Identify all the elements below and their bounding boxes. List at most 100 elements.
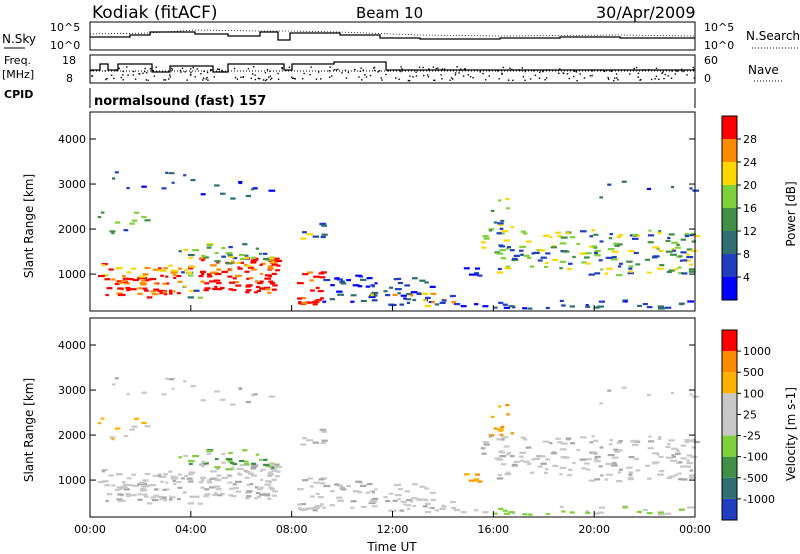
power-cell: [671, 241, 679, 244]
power-cell: [674, 268, 678, 271]
velocity-cell: [169, 495, 173, 498]
power-cell: [125, 286, 131, 290]
velocity-cell: [523, 438, 528, 441]
velocity-cell: [397, 487, 404, 491]
nave-dot: [143, 70, 146, 73]
power-cell: [397, 292, 401, 295]
power-cell: [502, 303, 508, 306]
power-cell: [204, 287, 211, 290]
velocity-cell: [632, 439, 639, 442]
velocity-cell: [161, 393, 167, 396]
power-ytick-label: 4000: [58, 133, 86, 146]
velocity-cell: [170, 477, 178, 480]
velocity-cell: [352, 490, 360, 493]
nave-dot: [655, 67, 658, 70]
power-cell: [193, 289, 200, 292]
velocity-cell: [674, 474, 678, 477]
velocity-cell: [511, 464, 519, 468]
velocity-cell: [137, 493, 142, 496]
velocity-cell: [316, 505, 322, 508]
velocity-cell: [533, 457, 540, 460]
nave-dot: [415, 71, 417, 73]
power-colorbar-label: Power [dB]: [784, 181, 798, 246]
velocity-cell: [111, 438, 115, 441]
power-cell: [632, 233, 639, 236]
velocity-cell: [605, 473, 613, 476]
power-cell: [225, 252, 233, 255]
velocity-cell: [140, 489, 146, 492]
nave-dot: [122, 79, 124, 81]
velocity-cell: [567, 474, 572, 477]
nave-dot: [202, 79, 204, 81]
velocity-cell: [648, 435, 652, 438]
velocity-cell: [425, 502, 431, 505]
power-cell: [599, 240, 604, 243]
nave-dot: [398, 78, 400, 80]
velocity-cell: [594, 478, 601, 481]
nave-dot: [484, 79, 487, 81]
velocity-cell: [671, 447, 679, 450]
nave-dot: [247, 68, 250, 70]
power-cell: [141, 215, 147, 219]
power-cell: [689, 234, 696, 237]
power-cell: [540, 256, 547, 259]
power-cell: [157, 269, 162, 272]
nave-dot: [629, 73, 631, 75]
power-cell: [250, 259, 255, 262]
nave-dot: [450, 77, 453, 79]
power-cell: [593, 246, 598, 249]
power-cell: [671, 248, 675, 251]
velocity-cell: [129, 494, 137, 497]
nave-dot: [426, 74, 429, 76]
velocity-cell: [244, 476, 250, 479]
power-cell: [214, 251, 219, 255]
velocity-cell: [160, 480, 164, 483]
power-cell: [396, 277, 402, 281]
power-cell: [397, 281, 404, 285]
power-cell: [131, 267, 136, 270]
power-cell: [424, 281, 429, 284]
nave-dot: [104, 70, 106, 72]
nsky-tick-bottom: 10^0: [50, 39, 80, 52]
velocity-cell: [268, 486, 274, 489]
power-cell: [690, 249, 694, 252]
power-cell: [258, 252, 262, 255]
velocity-cell: [238, 387, 242, 391]
nave-dot: [524, 70, 527, 73]
nave-dot: [106, 77, 108, 80]
power-cell: [297, 297, 302, 300]
velocity-cell: [250, 465, 255, 468]
velocity-cell: [250, 467, 257, 470]
velocity-cell: [510, 432, 514, 435]
velocity-cell: [206, 449, 213, 453]
velocity-cell: [416, 498, 422, 502]
nave-dot: [637, 72, 640, 75]
power-cell: [306, 233, 314, 236]
power-cell: [268, 189, 276, 192]
nsearch-trace: [89, 29, 696, 37]
power-cell: [508, 305, 515, 308]
power-cell: [137, 292, 143, 295]
velocity-cell: [593, 457, 599, 461]
nave-dot: [443, 68, 446, 70]
velocity-cell: [598, 465, 603, 468]
power-cell: [264, 274, 271, 277]
power-cell: [203, 289, 209, 292]
velocity-cell: [665, 456, 673, 459]
velocity-cell: [474, 509, 479, 512]
power-cell: [371, 299, 378, 302]
velocity-cell: [296, 488, 304, 491]
velocity-cell: [109, 436, 116, 439]
velocity-colorbar-swatch: [722, 393, 737, 415]
velocity-cell: [597, 511, 604, 514]
nave-dot: [615, 73, 618, 75]
velocity-cell: [162, 497, 167, 500]
velocity-cell: [310, 495, 315, 498]
nave-dot: [667, 75, 669, 77]
velocity-cell: [142, 479, 149, 482]
velocity-cell: [270, 487, 276, 490]
nave-dot: [105, 78, 107, 81]
power-ytick-label: 3000: [58, 178, 86, 191]
power-cell: [200, 272, 205, 276]
